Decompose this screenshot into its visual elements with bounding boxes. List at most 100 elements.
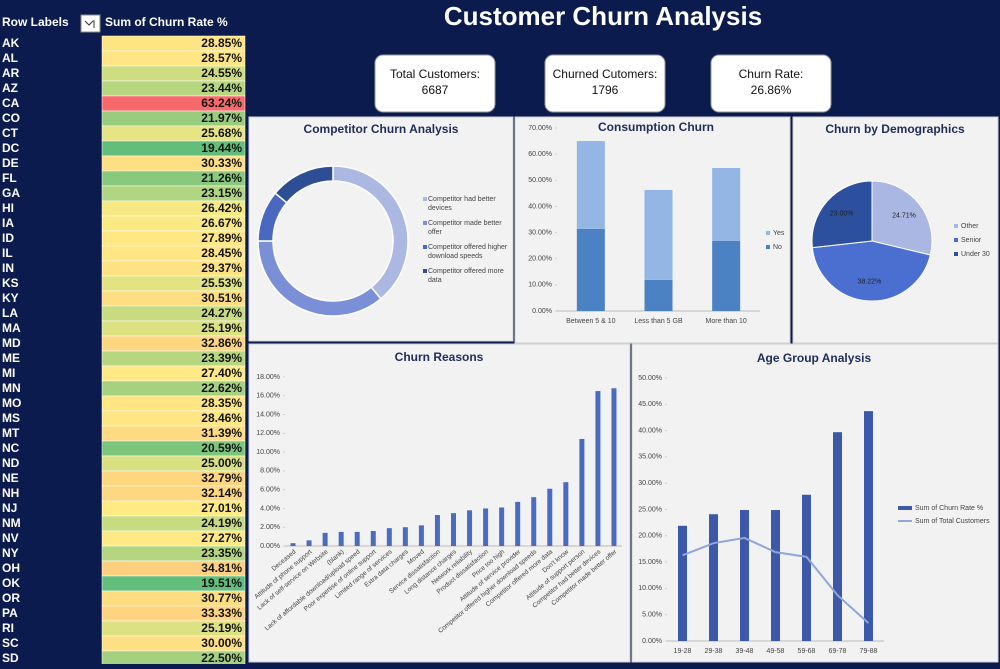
cell-value: 30.77% [201,591,242,605]
state-label: NC [2,441,20,455]
cell-value: 25.19% [201,621,242,635]
cell-value: 19.44% [201,141,242,155]
state-label: MO [2,396,21,410]
legend-label: Yes [773,230,785,237]
state-label: KS [2,276,19,290]
legend-swatch [423,197,427,201]
legend-label: Under 30 [961,251,990,258]
state-label: DC [2,141,20,155]
x-tick-label: More than 10 [706,318,747,325]
cell-value: 34.81% [201,561,242,575]
y-tick-label: 18.00% [256,374,280,381]
cell-value: 28.85% [201,36,242,50]
y-tick-label: 16.00% [256,393,280,400]
bar [451,513,456,546]
kpi-value: 1796 [592,83,619,97]
x-tick-label: 39-48 [736,648,754,655]
y-tick-label: 4.00% [260,505,280,512]
x-tick-label: 19-28 [674,648,692,655]
cell-value: 19.51% [201,576,242,590]
cell-value: 26.42% [201,201,242,215]
state-label: MN [2,381,21,395]
legend-swatch [766,245,770,249]
state-label: NM [2,516,21,530]
legend-box: Competitor had better devices [428,196,496,212]
cell-value: 27.89% [201,231,242,245]
bar [547,488,553,546]
legend-label: Sum of Total Customers [915,518,990,525]
bar [402,527,408,546]
bar [740,510,749,641]
cell-value: 31.39% [201,426,242,440]
bar [418,525,424,546]
cell-value: 63.24% [201,96,242,110]
cell-value: 27.01% [201,501,242,515]
state-label: AR [2,66,20,80]
state-label: AL [2,51,18,65]
y-tick-label: 25.00% [638,506,662,513]
legend-label: Competitor offered more data [428,268,504,284]
state-label: NE [2,471,19,485]
y-tick-label: 2.00% [260,524,280,531]
bar [833,432,842,641]
x-tick-label: Between 5 & 10 [566,318,616,325]
cell-value: 25.53% [201,276,242,290]
cell-value: 28.45% [201,246,242,260]
y-tick-label: 10.00% [256,449,280,456]
cell-value: 28.35% [201,396,242,410]
bar [386,528,392,546]
bar [338,531,344,546]
kpi-value: 6687 [422,83,449,97]
legend-label: Competitor made better offer [428,220,502,236]
cell-value: 30.51% [201,291,242,305]
chart-title: Competitor Churn Analysis [304,122,459,136]
state-label: CT [2,126,19,140]
y-tick-label: 14.00% [256,411,280,418]
pie-slice [811,240,931,302]
state-label: SD [2,651,19,664]
chart-panel [631,343,999,663]
chart-title: Consumption Churn [598,120,714,134]
legend-swatch [423,269,427,273]
state-label: OR [2,591,20,605]
bar-segment [644,189,673,280]
cell-value: 27.40% [201,366,242,380]
bar [322,532,328,546]
legend-swatch [423,221,427,225]
bar [467,510,473,546]
cell-value: 20.59% [201,441,242,455]
legend-label: Competitor offered higher download speed… [428,244,508,260]
kpi-card [544,54,666,113]
legend-box: Competitor offered more data [428,268,504,284]
bar [434,515,440,546]
dashboard-title: Customer Churn Analysis [444,1,762,31]
state-label: NV [2,531,19,545]
y-tick-label: 20.00% [528,256,552,263]
bar-segment [712,167,741,241]
y-tick-label: 10.00% [638,585,662,592]
state-label: ME [2,351,20,365]
cell-value: 28.46% [201,411,242,425]
cell-value: 22.50% [201,651,242,664]
y-tick-label: 60.00% [528,151,552,158]
cell-value: 23.35% [201,546,242,560]
kpi-value: 26.86% [751,83,792,97]
cell-value: 33.33% [201,606,242,620]
header-label: Sum of Churn Rate % [105,15,228,29]
state-label: AZ [2,81,18,95]
y-tick-label: 15.00% [638,559,662,566]
bar-segment [576,228,605,311]
kpi-label: Churn Rate: [739,67,804,81]
bar [579,438,585,546]
cell-value: 24.27% [201,306,242,320]
y-tick-label: 0.00% [532,308,552,315]
legend-label: Other [961,223,979,230]
bar [354,531,360,546]
bar [499,507,505,546]
pie-slice [811,180,873,249]
cell-value: 30.00% [201,636,242,650]
bar [290,543,296,546]
state-label: ND [2,456,20,470]
pie-slice [871,180,933,256]
y-tick-label: 20.00% [638,533,662,540]
